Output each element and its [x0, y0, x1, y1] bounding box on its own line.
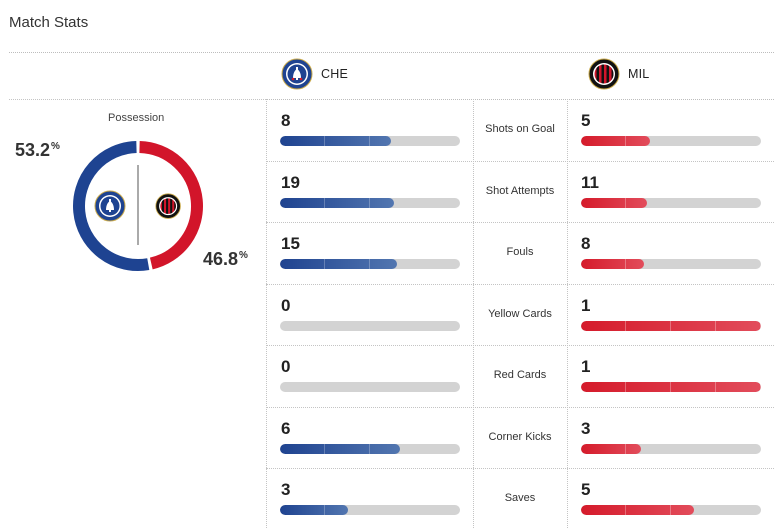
possession-home-pct: 53.2%	[15, 140, 60, 160]
home-stat-value: 0	[281, 357, 291, 376]
possession-donut-chart	[73, 141, 203, 271]
match-stats-title: Match Stats	[9, 14, 89, 31]
away-stat-bar	[581, 136, 761, 146]
away-stat-value: 5	[581, 480, 591, 499]
away-stat-bar-fill	[581, 443, 641, 454]
home-stat-bar-fill	[280, 136, 391, 146]
possession-label: Possession	[108, 112, 165, 124]
away-stat-bar-fill	[581, 320, 761, 331]
away-stat-value: 1	[581, 357, 591, 376]
header-divider-bottom	[9, 99, 774, 100]
away-stat-bar-fill	[581, 197, 647, 208]
stat-label: Saves	[504, 492, 536, 504]
chelsea-crest-icon	[281, 58, 313, 90]
row-divider	[266, 283, 774, 285]
ac-milan-crest-icon	[588, 58, 620, 90]
home-stat-bar-fill	[280, 197, 394, 208]
home-stat-bar-fill	[280, 259, 398, 269]
possession-away-pct: 46.8%	[203, 249, 248, 269]
home-stat-value: 8	[281, 111, 291, 130]
away-stat-value: 1	[581, 295, 591, 315]
row-divider	[266, 406, 774, 408]
home-stat-bar	[280, 443, 460, 454]
away-stat-bar	[581, 197, 761, 208]
header-divider	[9, 52, 774, 53]
away-stat-bar	[581, 320, 761, 331]
home-stat-bar	[280, 259, 460, 269]
row-divider	[9, 99, 266, 100]
away-stat-bar-fill	[581, 136, 651, 146]
away-stat-bar	[581, 382, 761, 392]
row-divider	[266, 160, 774, 162]
home-stat-value: 6	[281, 418, 291, 438]
home-stat-bar	[280, 505, 460, 515]
possession-home-arc	[73, 141, 150, 271]
away-team-header[interactable]: MIL	[588, 58, 649, 90]
home-stat-value: 0	[281, 295, 291, 315]
home-team-header[interactable]: CHE	[281, 58, 348, 90]
stat-label: Shots on Goal	[485, 123, 555, 135]
chelsea-crest-icon	[94, 190, 126, 222]
away-stat-bar-fill	[581, 259, 644, 269]
away-stat-bar-fill	[581, 382, 761, 392]
row-divider	[266, 468, 774, 469]
row-divider	[266, 222, 774, 223]
away-stat-value: 5	[581, 111, 591, 130]
row-divider	[266, 345, 774, 346]
away-stat-value: 11	[581, 172, 599, 192]
ac-milan-crest-icon	[155, 193, 181, 219]
home-stat-bar-fill	[280, 443, 400, 454]
away-team-abbr: MIL	[628, 67, 650, 81]
column-divider	[473, 99, 474, 528]
home-stat-bar	[280, 197, 460, 208]
away-stat-bar	[581, 259, 761, 269]
column-divider	[266, 99, 267, 528]
stat-label: Red Cards	[493, 369, 547, 381]
home-stat-bar	[280, 136, 460, 146]
home-stat-bar-fill	[280, 505, 348, 515]
away-stat-value: 8	[581, 234, 591, 253]
home-team-abbr: CHE	[321, 67, 348, 81]
possession-away-arc	[139, 141, 203, 270]
column-divider	[567, 99, 568, 528]
away-stat-bar	[581, 443, 761, 454]
home-stat-bar	[280, 382, 460, 392]
home-stat-value: 19	[281, 172, 300, 192]
stat-label: Corner Kicks	[488, 430, 552, 443]
home-stat-value: 3	[281, 480, 291, 499]
away-stat-value: 3	[581, 418, 591, 438]
home-stat-bar	[280, 320, 460, 331]
away-stat-bar	[581, 505, 761, 515]
home-stat-value: 15	[281, 234, 300, 253]
stat-label: Yellow Cards	[488, 307, 552, 320]
away-stat-bar-fill	[581, 505, 694, 515]
stat-label: Shot Attempts	[485, 184, 555, 197]
stat-label: Fouls	[506, 246, 534, 258]
